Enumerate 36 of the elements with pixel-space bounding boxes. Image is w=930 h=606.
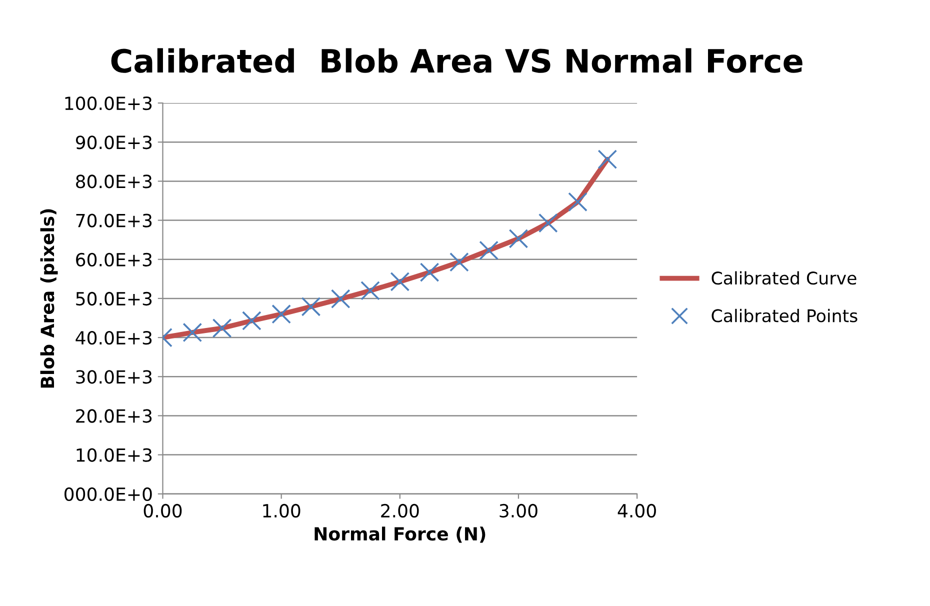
x-tick-label: 2.00 [381, 504, 419, 518]
legend-label: Calibrated Points [712, 308, 858, 322]
point [450, 252, 469, 272]
y-tick-label: 20.0E+3 [76, 409, 152, 423]
legend-label: Calibrated Curve [712, 271, 856, 285]
y-axis-title: Blob Area (pixels) [40, 209, 58, 388]
y-tick-label: 30.0E+3 [76, 370, 152, 384]
y-tick-label: 90.0E+3 [76, 136, 152, 150]
y-tick-label: 50.0E+3 [76, 292, 152, 306]
x-tick-label: 1.00 [263, 504, 300, 518]
x-tick-label: 3.00 [500, 504, 538, 518]
y-tick-label: 80.0E+3 [76, 174, 152, 188]
point [360, 280, 380, 300]
point [598, 150, 618, 169]
y-tick-label: 100.0E+3 [65, 96, 152, 110]
x-tick-label: 4.00 [618, 504, 656, 518]
point [272, 304, 292, 324]
y-tick-label: 60.0E+3 [76, 252, 152, 266]
point [538, 213, 558, 233]
point [330, 289, 350, 309]
point [301, 296, 321, 316]
x-tick-label: 0.00 [144, 504, 182, 518]
y-tick-label: 000.0E+0 [64, 487, 152, 502]
chart-title: Calibrated Blob Area VS Normal Force [111, 48, 802, 73]
point [390, 272, 410, 292]
x-axis-title: Normal Force (N) [314, 526, 486, 543]
point [568, 192, 588, 212]
y-tick-label: 70.0E+3 [76, 214, 152, 228]
point [508, 228, 528, 248]
y-tick-label: 40.0E+3 [76, 331, 152, 345]
y-tick-label: 10.0E+3 [76, 448, 152, 462]
point [242, 311, 262, 330]
point [420, 262, 440, 282]
point [479, 240, 499, 260]
point [212, 318, 232, 338]
point [182, 322, 202, 342]
